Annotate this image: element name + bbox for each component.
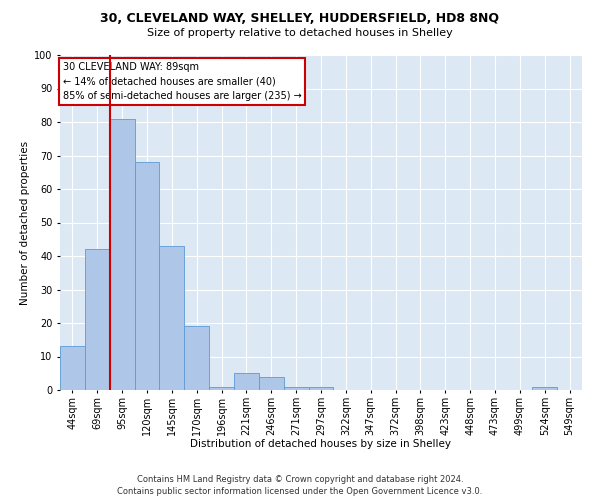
Bar bbox=[60, 346, 85, 390]
Bar bbox=[284, 386, 308, 390]
Bar bbox=[532, 386, 557, 390]
Bar bbox=[110, 118, 134, 390]
X-axis label: Distribution of detached houses by size in Shelley: Distribution of detached houses by size … bbox=[191, 439, 452, 449]
Bar bbox=[308, 386, 334, 390]
Bar bbox=[160, 246, 184, 390]
Bar bbox=[259, 376, 284, 390]
Bar bbox=[234, 373, 259, 390]
Text: Size of property relative to detached houses in Shelley: Size of property relative to detached ho… bbox=[147, 28, 453, 38]
Y-axis label: Number of detached properties: Number of detached properties bbox=[20, 140, 30, 304]
Bar bbox=[184, 326, 209, 390]
Bar bbox=[85, 250, 110, 390]
Text: 30 CLEVELAND WAY: 89sqm
← 14% of detached houses are smaller (40)
85% of semi-de: 30 CLEVELAND WAY: 89sqm ← 14% of detache… bbox=[62, 62, 301, 102]
Text: 30, CLEVELAND WAY, SHELLEY, HUDDERSFIELD, HD8 8NQ: 30, CLEVELAND WAY, SHELLEY, HUDDERSFIELD… bbox=[101, 12, 499, 26]
Text: Contains HM Land Registry data © Crown copyright and database right 2024.
Contai: Contains HM Land Registry data © Crown c… bbox=[118, 474, 482, 496]
Bar bbox=[134, 162, 160, 390]
Bar bbox=[209, 386, 234, 390]
